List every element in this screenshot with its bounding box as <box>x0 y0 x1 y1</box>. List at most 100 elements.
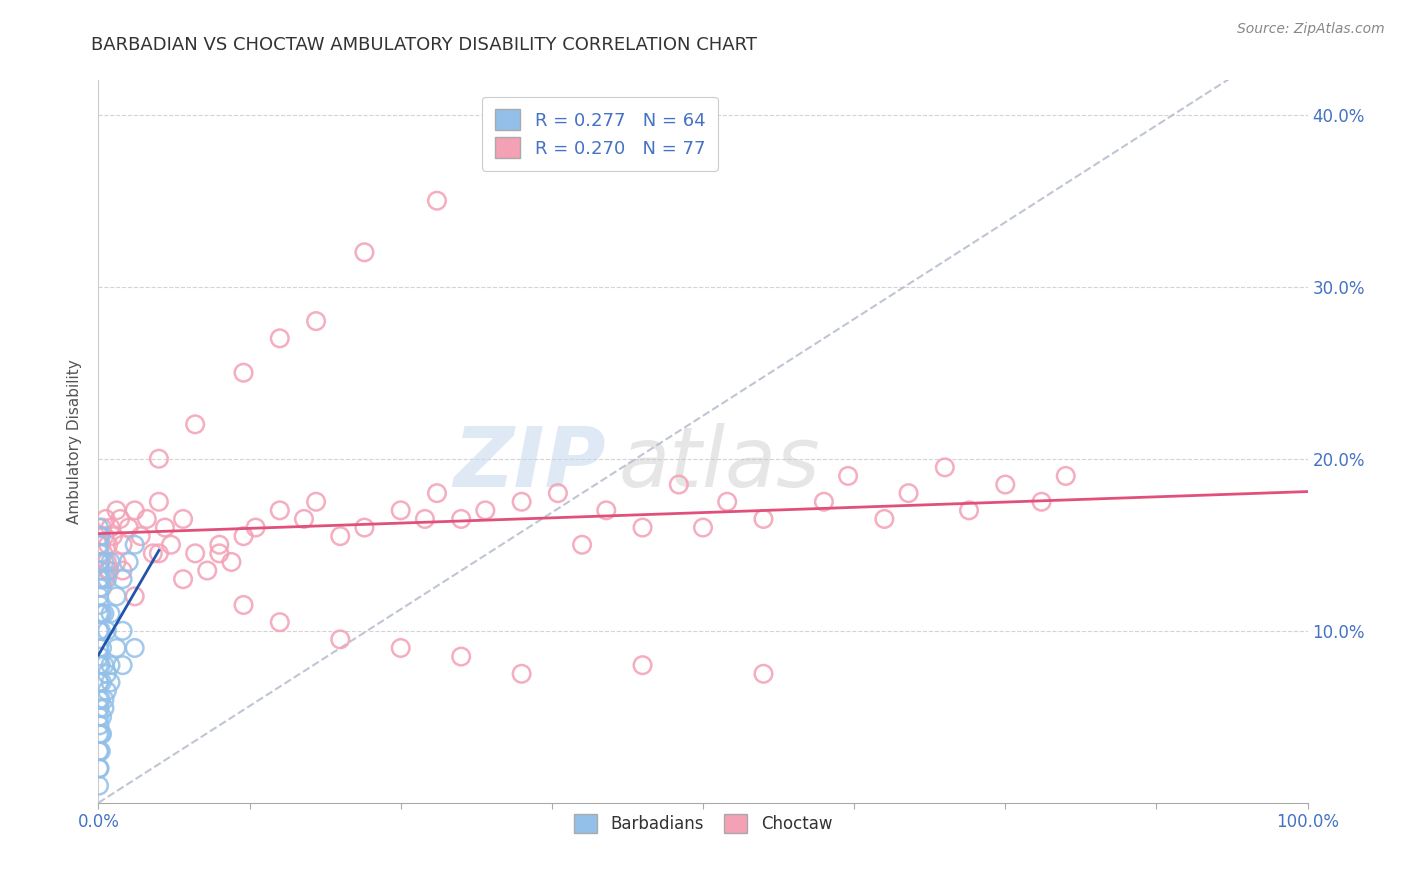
Point <box>89 649 111 664</box>
Point <box>91 727 114 741</box>
Point <box>269 503 291 517</box>
Point <box>994 477 1017 491</box>
Point <box>101 529 124 543</box>
Point <box>148 546 170 560</box>
Point <box>93 701 115 715</box>
Point <box>90 555 112 569</box>
Point <box>105 503 128 517</box>
Point <box>142 546 165 560</box>
Point <box>305 314 328 328</box>
Point <box>90 529 112 543</box>
Text: BARBADIAN VS CHOCTAW AMBULATORY DISABILITY CORRELATION CHART: BARBADIAN VS CHOCTAW AMBULATORY DISABILI… <box>91 36 758 54</box>
Point <box>87 520 110 534</box>
Point <box>172 512 194 526</box>
Point <box>93 692 115 706</box>
Point <box>160 538 183 552</box>
Point <box>90 538 112 552</box>
Point <box>98 564 121 578</box>
Point <box>153 520 176 534</box>
Point <box>837 469 859 483</box>
Point <box>89 564 111 578</box>
Point <box>91 640 114 655</box>
Point <box>100 555 122 569</box>
Point <box>87 692 110 706</box>
Point <box>195 564 218 578</box>
Point <box>148 494 170 508</box>
Point <box>89 718 111 732</box>
Point <box>87 779 110 793</box>
Point <box>87 658 110 673</box>
Point <box>111 624 134 638</box>
Point <box>87 607 110 621</box>
Point <box>89 546 111 560</box>
Point <box>93 607 115 621</box>
Point <box>105 640 128 655</box>
Point <box>124 640 146 655</box>
Point <box>426 486 449 500</box>
Point <box>124 538 146 552</box>
Point <box>90 607 112 621</box>
Point <box>329 529 352 543</box>
Point <box>957 503 980 517</box>
Point <box>245 520 267 534</box>
Point <box>87 727 110 741</box>
Point <box>96 572 118 586</box>
Point <box>90 572 112 586</box>
Point <box>87 710 110 724</box>
Point <box>111 572 134 586</box>
Point <box>111 564 134 578</box>
Point <box>269 331 291 345</box>
Point <box>91 546 114 560</box>
Point <box>716 494 738 508</box>
Point <box>118 520 141 534</box>
Point <box>89 761 111 775</box>
Point <box>118 555 141 569</box>
Point <box>89 701 111 715</box>
Point <box>90 692 112 706</box>
Point <box>413 512 436 526</box>
Point <box>208 546 231 560</box>
Point <box>668 477 690 491</box>
Point <box>208 538 231 552</box>
Point <box>100 658 122 673</box>
Point <box>232 529 254 543</box>
Point <box>90 727 112 741</box>
Point <box>97 538 120 552</box>
Point <box>172 572 194 586</box>
Point <box>221 555 243 569</box>
Point <box>93 658 115 673</box>
Point <box>571 538 593 552</box>
Point <box>89 624 111 638</box>
Point <box>87 572 110 586</box>
Point <box>87 624 110 638</box>
Point <box>329 632 352 647</box>
Text: Source: ZipAtlas.com: Source: ZipAtlas.com <box>1237 22 1385 37</box>
Point <box>87 761 110 775</box>
Point <box>89 529 111 543</box>
Point <box>184 417 207 432</box>
Point <box>94 512 117 526</box>
Point <box>89 598 111 612</box>
Legend: Barbadians, Choctaw: Barbadians, Choctaw <box>562 803 844 845</box>
Point <box>752 666 775 681</box>
Point <box>91 572 114 586</box>
Point <box>89 744 111 758</box>
Point <box>111 658 134 673</box>
Point <box>91 581 114 595</box>
Point <box>89 555 111 569</box>
Point <box>93 572 115 586</box>
Point <box>100 675 122 690</box>
Point <box>389 503 412 517</box>
Point <box>232 366 254 380</box>
Point <box>87 744 110 758</box>
Point <box>595 503 617 517</box>
Point <box>89 581 111 595</box>
Point <box>96 684 118 698</box>
Point <box>1031 494 1053 508</box>
Point <box>353 520 375 534</box>
Point <box>1054 469 1077 483</box>
Point <box>474 503 496 517</box>
Point <box>89 675 111 690</box>
Point <box>450 649 472 664</box>
Point <box>105 555 128 569</box>
